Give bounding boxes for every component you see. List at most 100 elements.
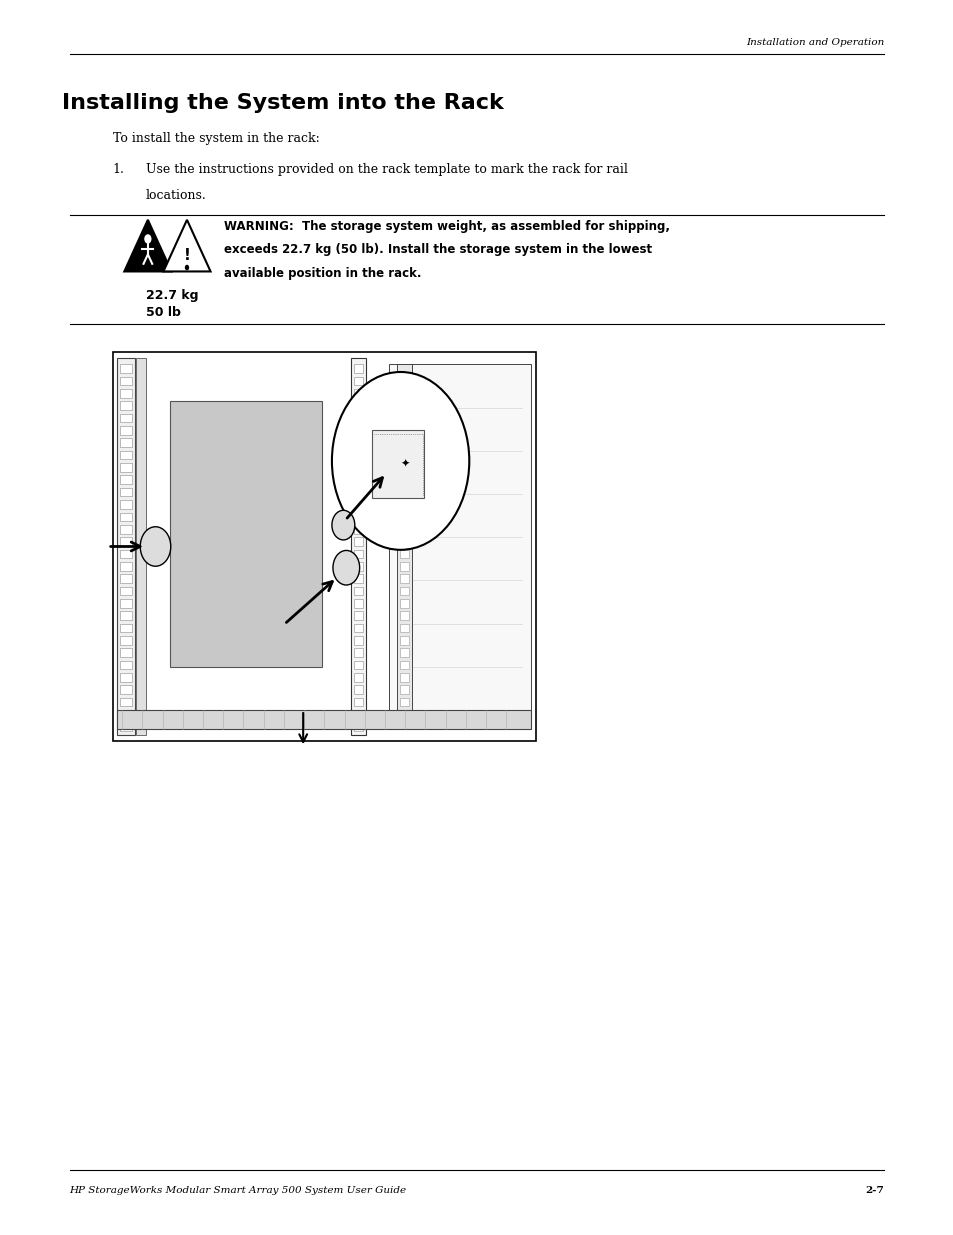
Bar (120, 574, 132, 583)
Bar (354, 710, 363, 719)
Bar (354, 377, 363, 385)
Bar (354, 525, 363, 534)
Bar (354, 698, 363, 706)
Bar (399, 500, 409, 509)
Bar (354, 414, 363, 422)
Bar (399, 587, 409, 595)
Bar (354, 587, 363, 595)
Bar (120, 463, 132, 472)
Bar (399, 562, 409, 571)
Text: Installing the System into the Rack: Installing the System into the Rack (62, 93, 503, 112)
Bar (120, 389, 132, 398)
Bar (399, 698, 409, 706)
Bar (120, 513, 132, 521)
Bar (354, 611, 363, 620)
Circle shape (185, 264, 189, 270)
Bar (120, 438, 132, 447)
Text: WARNING:  The storage system weight, as assembled for shipping,: WARNING: The storage system weight, as a… (224, 220, 670, 233)
Bar (354, 463, 363, 472)
Bar (354, 685, 363, 694)
Bar (354, 389, 363, 398)
Bar (399, 537, 409, 546)
Bar (351, 358, 366, 735)
Polygon shape (163, 220, 211, 272)
Text: 22.7 kg: 22.7 kg (146, 289, 198, 303)
Text: exceeds 22.7 kg (50 lb). Install the storage system in the lowest: exceeds 22.7 kg (50 lb). Install the sto… (224, 243, 652, 257)
Bar (120, 599, 132, 608)
Circle shape (333, 551, 359, 585)
Bar (120, 562, 132, 571)
Bar (399, 513, 409, 521)
Bar (354, 673, 363, 682)
Bar (399, 475, 409, 484)
Bar (354, 513, 363, 521)
Polygon shape (124, 220, 172, 272)
Bar (120, 426, 132, 435)
Bar (396, 364, 412, 729)
Bar (354, 661, 363, 669)
Bar (120, 661, 132, 669)
Bar (120, 611, 132, 620)
Bar (372, 430, 424, 498)
Bar (399, 685, 409, 694)
Bar (354, 364, 363, 373)
Bar (120, 648, 132, 657)
Bar (399, 401, 409, 410)
Bar (399, 599, 409, 608)
Bar (354, 599, 363, 608)
Circle shape (140, 526, 171, 566)
Bar (354, 636, 363, 645)
Bar (120, 401, 132, 410)
Bar (354, 401, 363, 410)
Bar (120, 451, 132, 459)
Bar (354, 624, 363, 632)
Bar (354, 562, 363, 571)
Bar (170, 401, 322, 667)
Bar (399, 488, 409, 496)
Circle shape (144, 235, 152, 243)
Text: locations.: locations. (146, 189, 207, 203)
Bar (120, 685, 132, 694)
Bar (354, 537, 363, 546)
Bar (120, 377, 132, 385)
Bar (120, 500, 132, 509)
Bar (399, 574, 409, 583)
Bar (120, 698, 132, 706)
Bar (354, 550, 363, 558)
Bar (399, 611, 409, 620)
Text: available position in the rack.: available position in the rack. (224, 267, 421, 280)
Bar (120, 414, 132, 422)
Text: 1.: 1. (112, 163, 124, 177)
Bar (120, 722, 132, 731)
Bar (354, 648, 363, 657)
Bar (399, 624, 409, 632)
Bar (399, 451, 409, 459)
Bar (354, 574, 363, 583)
Bar (389, 364, 531, 729)
Circle shape (332, 372, 469, 550)
Bar (399, 426, 409, 435)
Bar (112, 352, 536, 741)
Bar (120, 364, 132, 373)
Text: 2-7: 2-7 (864, 1186, 883, 1194)
Bar (399, 438, 409, 447)
Text: To install the system in the rack:: To install the system in the rack: (112, 132, 319, 146)
Bar (120, 550, 132, 558)
Bar (399, 414, 409, 422)
Bar (120, 537, 132, 546)
Bar (399, 673, 409, 682)
Bar (399, 550, 409, 558)
Bar (399, 389, 409, 398)
Bar (399, 636, 409, 645)
Bar (399, 710, 409, 719)
Bar (354, 475, 363, 484)
Bar (354, 451, 363, 459)
Bar (136, 358, 146, 735)
Bar (120, 587, 132, 595)
Bar (120, 636, 132, 645)
Bar (354, 426, 363, 435)
Text: ✦: ✦ (400, 458, 410, 468)
Bar (117, 710, 531, 729)
Bar (354, 722, 363, 731)
Bar (120, 475, 132, 484)
